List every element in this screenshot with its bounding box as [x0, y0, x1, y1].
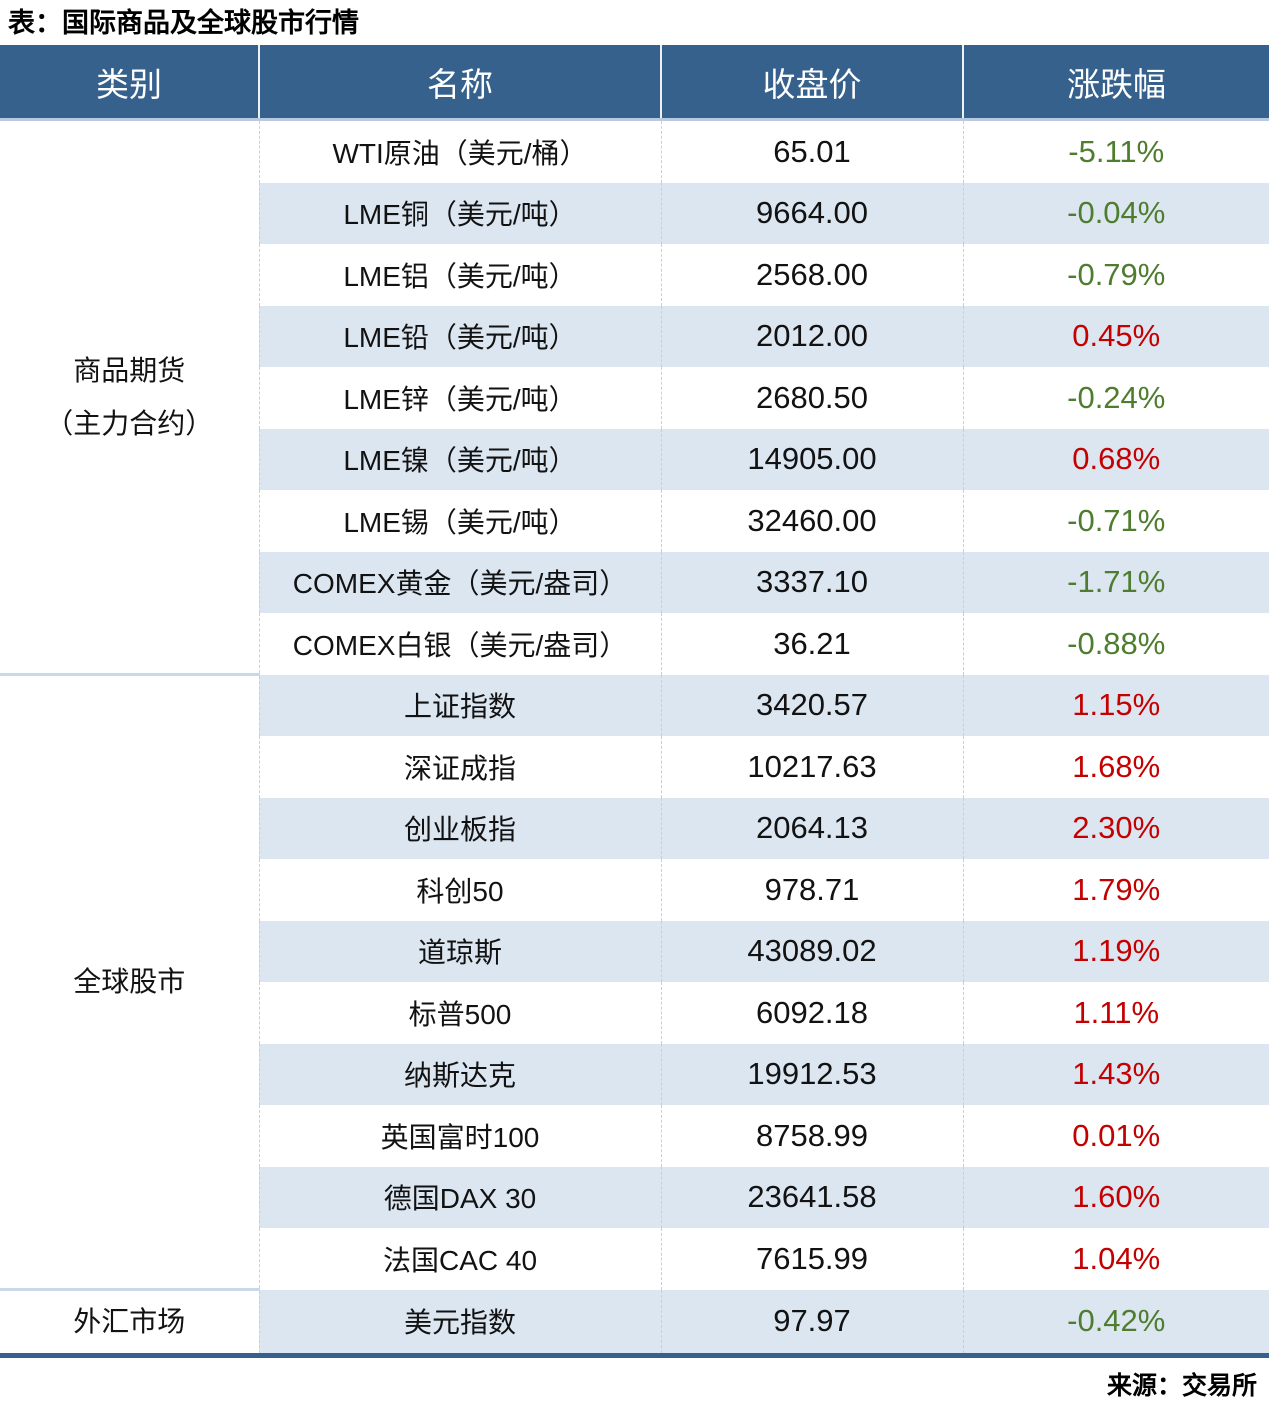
- change-percent-cell: -0.04%: [962, 182, 1269, 244]
- close-price-cell: 2568.00: [660, 244, 963, 306]
- table-row: 德国DAX 30 23641.58 1.60%: [0, 1166, 1269, 1228]
- close-price-cell: 10217.63: [660, 736, 963, 798]
- table-row: 商品期货 （主力合约） WTI原油（美元/桶） 65.01 -5.11%: [0, 119, 1269, 675]
- change-percent-cell: 1.60%: [962, 1166, 1269, 1228]
- source-note: 来源：交易所: [1106, 1371, 1257, 1400]
- column-header-change: 涨跌幅: [962, 45, 1269, 121]
- name-cell: LME铝（美元/吨）: [258, 244, 661, 306]
- name-cell: 法国CAC 40: [258, 1228, 661, 1290]
- name-cell: 英国富时100: [258, 1105, 661, 1167]
- close-price-cell: 2012.00: [660, 305, 963, 367]
- table-row: 纳斯达克 19912.53 1.43%: [0, 1043, 1269, 1105]
- close-price-cell: 9664.00: [660, 182, 963, 244]
- table-row: COMEX黄金（美元/盎司） 3337.10 -1.71%: [0, 551, 1269, 613]
- category-cell: 外汇市场: [0, 1288, 259, 1355]
- table-row: LME铅（美元/吨） 2012.00 0.45%: [0, 305, 1269, 367]
- change-percent-cell: 0.68%: [962, 428, 1269, 490]
- table-row: COMEX白银（美元/盎司） 36.21 -0.88%: [0, 613, 1269, 675]
- change-percent-cell: 1.19%: [962, 920, 1269, 982]
- name-cell: LME铅（美元/吨）: [258, 305, 661, 367]
- change-percent-cell: -5.11%: [962, 119, 1269, 183]
- close-price-cell: 97.97: [660, 1289, 963, 1355]
- close-price-cell: 7615.99: [660, 1228, 963, 1290]
- close-price-cell: 19912.53: [660, 1043, 963, 1105]
- close-price-cell: 8758.99: [660, 1105, 963, 1167]
- name-cell: 美元指数: [258, 1289, 661, 1355]
- change-percent-cell: -0.42%: [962, 1289, 1269, 1355]
- table-row: LME铜（美元/吨） 9664.00 -0.04%: [0, 182, 1269, 244]
- name-cell: 科创50: [258, 859, 661, 921]
- close-price-cell: 43089.02: [660, 920, 963, 982]
- close-price-cell: 14905.00: [660, 428, 963, 490]
- table-row: 深证成指 10217.63 1.68%: [0, 736, 1269, 798]
- close-price-cell: 65.01: [660, 119, 963, 183]
- change-percent-cell: 2.30%: [962, 797, 1269, 859]
- change-percent-cell: -1.71%: [962, 551, 1269, 613]
- name-cell: 道琼斯: [258, 920, 661, 982]
- table-row: 英国富时100 8758.99 0.01%: [0, 1105, 1269, 1167]
- table-row: 标普500 6092.18 1.11%: [0, 982, 1269, 1044]
- change-percent-cell: 1.04%: [962, 1228, 1269, 1290]
- name-cell: 创业板指: [258, 797, 661, 859]
- table-row: 创业板指 2064.13 2.30%: [0, 797, 1269, 859]
- name-cell: 纳斯达克: [258, 1043, 661, 1105]
- name-cell: 上证指数: [258, 674, 661, 736]
- name-cell: LME镍（美元/吨）: [258, 428, 661, 490]
- close-price-cell: 2680.50: [660, 367, 963, 429]
- close-price-cell: 3337.10: [660, 551, 963, 613]
- column-header-category: 类别: [0, 45, 259, 121]
- change-percent-cell: 0.01%: [962, 1105, 1269, 1167]
- name-cell: LME铜（美元/吨）: [258, 182, 661, 244]
- table-header-row: 类别 名称 收盘价 涨跌幅: [0, 45, 1269, 121]
- name-cell: WTI原油（美元/桶）: [258, 119, 661, 183]
- close-price-cell: 23641.58: [660, 1166, 963, 1228]
- table-row: 科创50 978.71 1.79%: [0, 859, 1269, 921]
- name-cell: COMEX白银（美元/盎司）: [258, 613, 661, 675]
- name-cell: LME锌（美元/吨）: [258, 367, 661, 429]
- close-price-cell: 3420.57: [660, 674, 963, 736]
- change-percent-cell: -0.79%: [962, 244, 1269, 306]
- column-header-name: 名称: [258, 45, 661, 121]
- close-price-cell: 36.21: [660, 613, 963, 675]
- change-percent-cell: 1.43%: [962, 1043, 1269, 1105]
- change-percent-cell: 1.68%: [962, 736, 1269, 798]
- table-row: 外汇市场 美元指数 97.97 -0.42%: [0, 1288, 1269, 1355]
- table-row: 道琼斯 43089.02 1.19%: [0, 920, 1269, 982]
- name-cell: LME锡（美元/吨）: [258, 490, 661, 552]
- close-price-cell: 6092.18: [660, 982, 963, 1044]
- column-header-close: 收盘价: [660, 45, 963, 121]
- change-percent-cell: 1.79%: [962, 859, 1269, 921]
- category-cell: 商品期货 （主力合约）: [0, 119, 259, 675]
- change-percent-cell: 1.15%: [962, 674, 1269, 736]
- table-row: 法国CAC 40 7615.99 1.04%: [0, 1228, 1269, 1290]
- change-percent-cell: 1.11%: [962, 982, 1269, 1044]
- table-title: 表：国际商品及全球股市行情: [8, 8, 359, 38]
- change-percent-cell: -0.88%: [962, 613, 1269, 675]
- change-percent-cell: 0.45%: [962, 305, 1269, 367]
- market-quotes-table: 类别 名称 收盘价 涨跌幅 商品期货 （主力合约） WTI原油（美元/桶） 65.01…: [0, 45, 1269, 1358]
- change-percent-cell: -0.24%: [962, 367, 1269, 429]
- close-price-cell: 978.71: [660, 859, 963, 921]
- name-cell: COMEX黄金（美元/盎司）: [258, 551, 661, 613]
- close-price-cell: 2064.13: [660, 797, 963, 859]
- table-row: LME锡（美元/吨） 32460.00 -0.71%: [0, 490, 1269, 552]
- change-percent-cell: -0.71%: [962, 490, 1269, 552]
- name-cell: 德国DAX 30: [258, 1166, 661, 1228]
- table-row: LME铝（美元/吨） 2568.00 -0.79%: [0, 244, 1269, 306]
- category-cell: 全球股市: [0, 673, 259, 1290]
- table-row: LME锌（美元/吨） 2680.50 -0.24%: [0, 367, 1269, 429]
- table-row: LME镍（美元/吨） 14905.00 0.68%: [0, 428, 1269, 490]
- name-cell: 标普500: [258, 982, 661, 1044]
- close-price-cell: 32460.00: [660, 490, 963, 552]
- table-row: 全球股市 上证指数 3420.57 1.15%: [0, 673, 1269, 1290]
- name-cell: 深证成指: [258, 736, 661, 798]
